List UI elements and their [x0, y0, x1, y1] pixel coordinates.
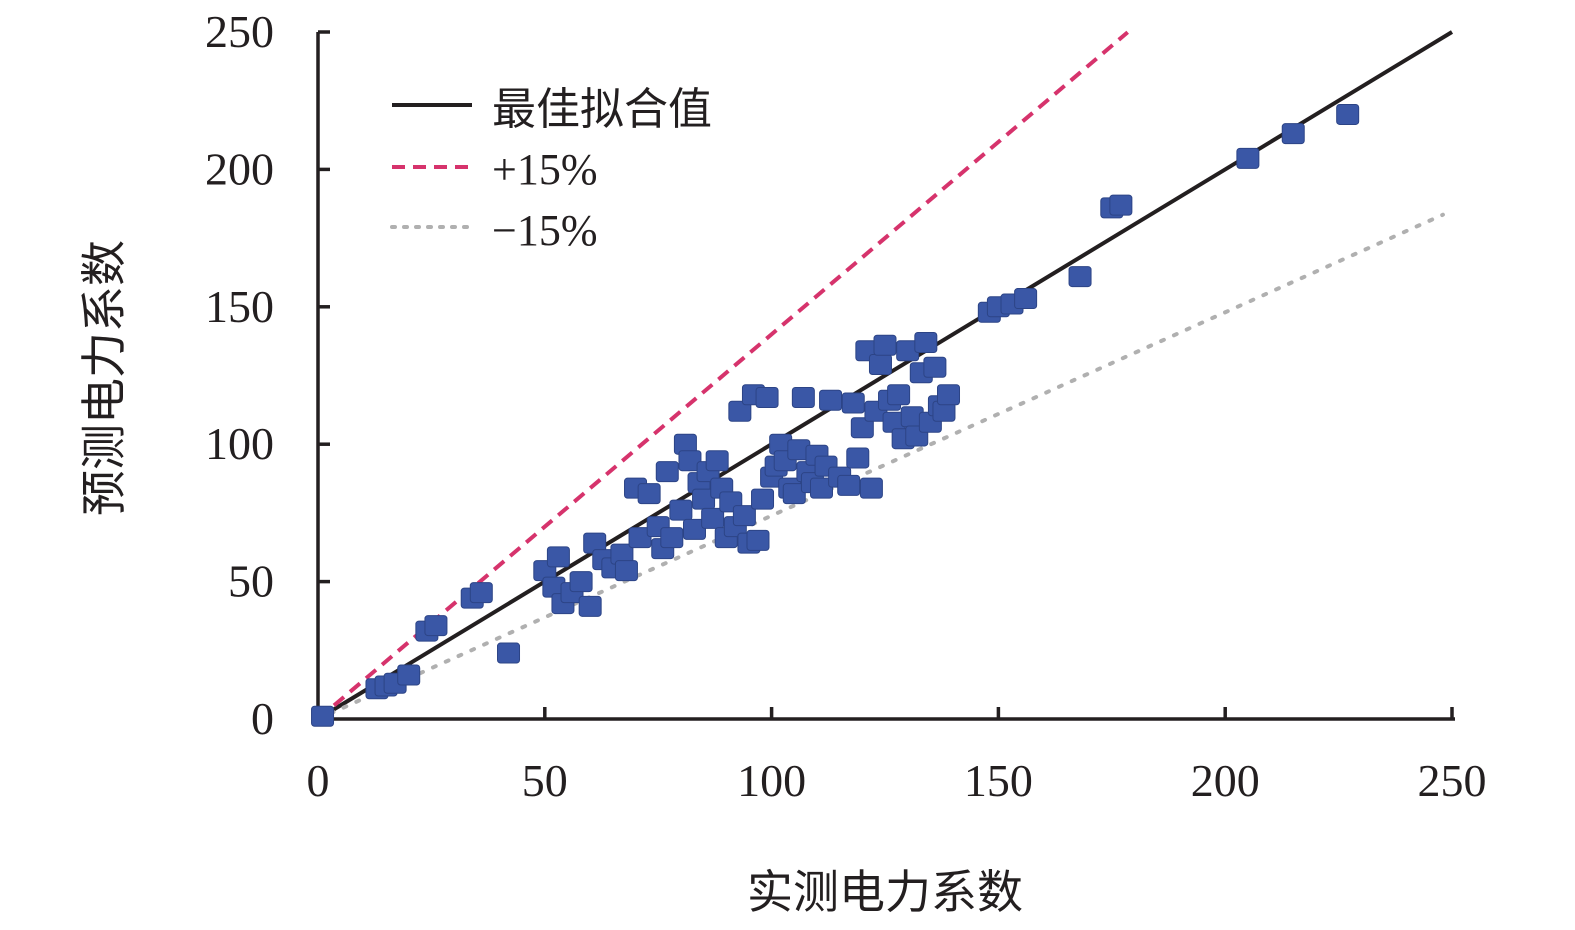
data-point: [1068, 266, 1092, 288]
reference-lines: [316, 30, 1454, 721]
data-point: [637, 483, 661, 505]
data-point: [578, 595, 602, 617]
data-point: [497, 642, 521, 664]
data-point: [655, 461, 679, 483]
data-point: [701, 507, 725, 529]
data-point: [755, 386, 779, 408]
data-point: [782, 483, 806, 505]
data-point: [1281, 123, 1305, 145]
data-point: [469, 582, 493, 604]
data-points: [311, 103, 1360, 727]
x-tick-label: 250: [1418, 755, 1487, 806]
data-point: [937, 384, 961, 406]
x-tick-label: 100: [737, 755, 806, 806]
data-point: [859, 477, 883, 499]
legend: 最佳拟合值 +15% −15%: [390, 84, 712, 255]
data-point: [837, 474, 861, 496]
data-point: [846, 447, 870, 469]
minus15-line: [316, 212, 1445, 721]
y-tick-label: 150: [205, 281, 274, 332]
data-point: [819, 389, 843, 411]
y-tick-label: 50: [228, 556, 274, 607]
data-point: [546, 546, 570, 568]
y-ticks: 0 50 100 150 200 250: [205, 6, 330, 744]
x-axis-title: 实测电力系数: [747, 865, 1023, 919]
data-point: [660, 527, 684, 549]
data-point: [923, 356, 947, 378]
data-point: [1236, 147, 1260, 169]
data-point: [628, 527, 652, 549]
x-ticks: 0 50 100 150 200 250: [307, 707, 1487, 806]
data-point: [424, 615, 448, 637]
data-point: [669, 499, 693, 521]
data-point: [751, 488, 775, 510]
x-tick-label: 150: [964, 755, 1033, 806]
x-tick-label: 200: [1191, 755, 1260, 806]
data-point: [1336, 103, 1360, 125]
data-point: [746, 529, 770, 551]
y-tick-label: 0: [251, 693, 274, 744]
data-point: [311, 705, 335, 727]
data-point: [678, 450, 702, 472]
plus15-line: [316, 30, 1129, 721]
data-point: [841, 392, 865, 414]
legend-label-plus15: +15%: [492, 145, 597, 194]
y-tick-label: 200: [205, 143, 274, 194]
data-point: [914, 332, 938, 354]
data-point: [397, 664, 421, 686]
y-tick-label: 250: [205, 6, 274, 57]
data-point: [569, 571, 593, 593]
data-point: [705, 450, 729, 472]
y-axis-title: 预测电力系数: [77, 240, 131, 516]
x-tick-label: 50: [522, 755, 568, 806]
data-point: [732, 505, 756, 527]
data-point: [873, 334, 897, 356]
data-point: [887, 384, 911, 406]
legend-label-minus15: −15%: [492, 206, 597, 255]
best-fit-line: [316, 30, 1454, 721]
data-point: [850, 417, 874, 439]
data-point: [682, 518, 706, 540]
data-point: [868, 354, 892, 376]
data-point: [728, 400, 752, 422]
data-point: [614, 560, 638, 582]
data-point: [1109, 194, 1133, 216]
data-point: [1014, 288, 1038, 310]
legend-label-best-fit: 最佳拟合值: [492, 84, 712, 135]
data-point: [791, 386, 815, 408]
y-tick-label: 100: [205, 418, 274, 469]
data-point: [809, 477, 833, 499]
x-tick-label: 0: [307, 755, 330, 806]
